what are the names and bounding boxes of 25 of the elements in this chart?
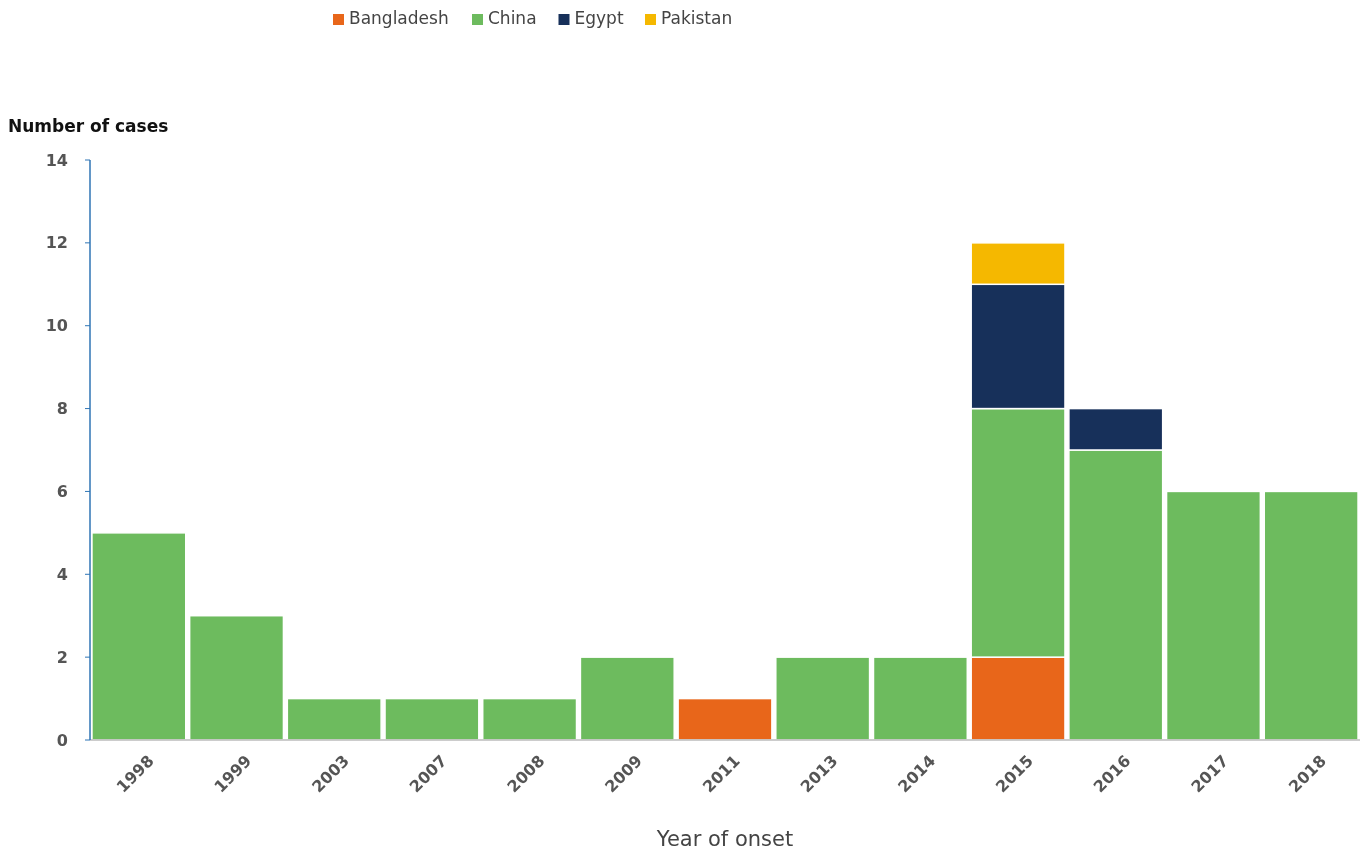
bar [677,697,773,741]
bar [775,656,871,741]
y-tick-label: 8 [56,399,68,419]
bar [579,656,675,741]
x-axis-title: Year of onset [655,827,794,851]
y-tick-label: 6 [56,482,68,502]
legend-label: Bangladesh [349,8,449,28]
y-tick-label: 2 [56,647,68,667]
bar [481,697,578,741]
y-tick-label: 4 [56,564,68,584]
legend-label: Egypt [574,8,624,28]
y-tick-label: 0 [56,730,68,750]
bar [1165,490,1262,741]
y-axis-title: Number of cases [8,116,169,136]
legend-label: China [488,8,537,28]
bar [872,656,969,741]
bar [91,532,187,741]
bar [1263,490,1359,741]
y-tick-label: 14 [45,150,68,170]
bar [384,697,480,741]
y-tick-label: 10 [45,316,68,336]
bar [286,697,382,741]
y-tick-label: 12 [45,233,68,253]
legend-label: Pakistan [661,8,733,28]
bar [188,614,285,741]
